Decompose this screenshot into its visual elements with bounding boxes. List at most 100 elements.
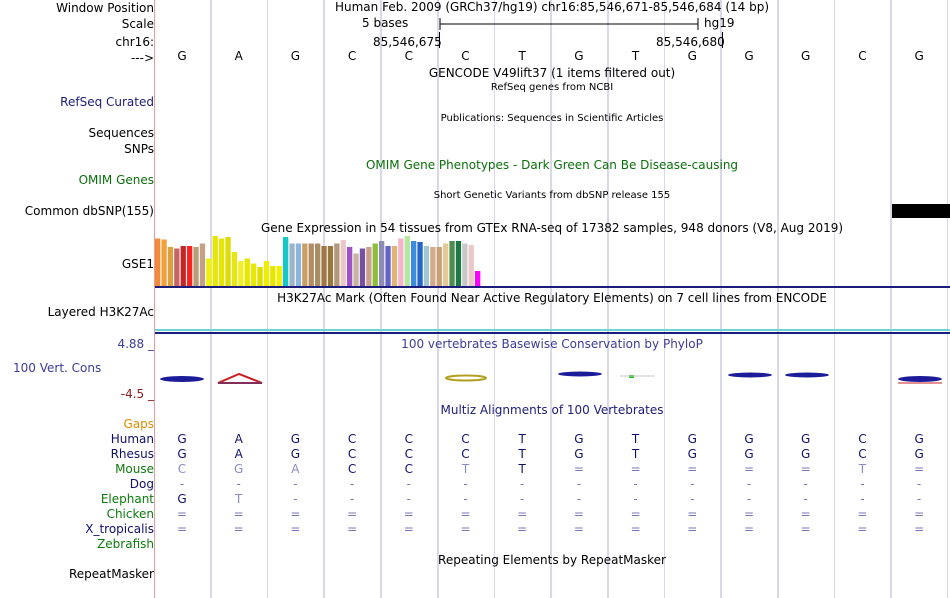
dbsnp-track-title[interactable]: Short Genetic Variants from dbSNP releas… (433, 190, 671, 201)
alignment-base: = (290, 522, 301, 536)
alignment-base: C (461, 447, 470, 461)
alignment-base: - (860, 492, 865, 506)
ruler-tick-label-1: 85,546,675 (373, 35, 442, 49)
strand-label: ---> (130, 51, 154, 65)
phylop-logo-a2 (217, 372, 263, 384)
gtex-tissue-bar (321, 246, 327, 286)
alignment-base: A (291, 462, 300, 476)
gencode-track-title[interactable]: GENCODE V49lift37 (1 items filtered out) (428, 66, 676, 80)
vert-cons-label[interactable]: 100 Vert. Cons (13, 361, 102, 375)
phylop-track-title[interactable]: 100 vertebrates Basewise Conservation by… (401, 337, 703, 351)
window-position-text: Human Feb. 2009 (GRCh37/hg19) chr16:85,5… (334, 0, 770, 14)
refseq-curated-label[interactable]: RefSeq Curated (60, 95, 154, 109)
repeatmasker-track-title[interactable]: Repeating Elements by RepeatMasker (438, 553, 666, 567)
ruler-tick-2 (722, 32, 723, 48)
alignment-base: = (517, 522, 528, 536)
ruler-tick-1 (439, 32, 440, 48)
species-label[interactable]: Dog (129, 477, 154, 491)
h3k27ac-baseline (155, 332, 950, 334)
gse1-label[interactable]: GSE1 (121, 257, 154, 271)
scale-label: Scale (121, 17, 154, 31)
base-letter: C (347, 49, 357, 63)
gtex-tissue-bar (155, 238, 161, 286)
gtex-tissue-bar (353, 253, 359, 286)
alignment-base: = (347, 522, 358, 536)
alignment-base: A (234, 432, 243, 446)
omim-track-title[interactable]: OMIM Gene Phenotypes - Dark Green Can Be… (365, 158, 739, 172)
gtex-bar-chart[interactable] (155, 236, 555, 288)
base-letter: G (687, 49, 697, 63)
window-position-label: Window Position (56, 1, 154, 15)
publications-track-title[interactable]: Publications: Sequences in Scientific Ar… (440, 113, 664, 124)
scale-right-text: hg19 (704, 16, 735, 30)
gtex-tissue-bar (180, 246, 186, 286)
alignment-base: = (573, 507, 584, 521)
omim-genes-label[interactable]: OMIM Genes (78, 173, 154, 187)
base-letter: C (858, 49, 867, 63)
phylop-logo-track (160, 371, 942, 384)
chrom-label: chr16: (115, 35, 154, 49)
common-dbsnp-label[interactable]: Common dbSNP(155) (24, 204, 154, 218)
alignment-base: G (801, 432, 811, 446)
alignment-base: - (690, 492, 695, 506)
species-label[interactable]: Rhesus (110, 447, 154, 461)
alignment-base: - (860, 477, 865, 491)
alignment-base: C (858, 447, 867, 461)
alignment-base: = (573, 522, 584, 536)
alignment-base: G (574, 447, 584, 461)
alignment-base: = (403, 507, 414, 521)
species-label[interactable]: Elephant (100, 492, 154, 506)
alignment-base: = (290, 507, 301, 521)
gtex-tissue-bar (417, 242, 423, 286)
species-label[interactable]: Mouse (115, 462, 154, 476)
base-letter: T (518, 49, 526, 63)
species-label[interactable]: X_tropicalis (85, 522, 154, 536)
gtex-tissue-bar (423, 246, 430, 286)
species-label[interactable]: Zebrafish (97, 537, 154, 551)
gtex-tissue-bar (340, 240, 346, 286)
alignment-base: G (914, 447, 924, 461)
multiz-track-title[interactable]: Multiz Alignments of 100 Vertebrates (440, 403, 664, 417)
layered-h3k27ac-label[interactable]: Layered H3K27Ac (47, 305, 154, 319)
alignment-base: - (293, 477, 298, 491)
gtex-track-title[interactable]: Gene Expression in 54 tissues from GTEx … (260, 221, 844, 235)
alignment-base: - (746, 492, 752, 506)
alignment-base: C (858, 432, 867, 446)
alignment-base: = (176, 522, 188, 536)
gtex-tissue-bar (263, 261, 270, 286)
alignment-base: G (687, 432, 697, 446)
dbsnp-feature[interactable] (892, 204, 950, 218)
alignment-base: = (800, 462, 811, 476)
alignment-base: - (633, 477, 638, 491)
refseq-track-title[interactable]: RefSeq genes from NCBI (490, 82, 614, 93)
alignment-base: = (460, 507, 471, 521)
alignment-base: = (687, 462, 698, 476)
species-label[interactable]: Human (110, 432, 154, 446)
snps-label[interactable]: SNPs (124, 142, 154, 156)
h3k27ac-track-title[interactable]: H3K27Ac Mark (Often Found Near Active Re… (277, 291, 827, 305)
base-letter: G (290, 49, 301, 63)
species-label[interactable]: Chicken (106, 507, 154, 521)
gtex-tissue-bar (231, 252, 238, 286)
alignment-base: = (800, 522, 811, 536)
gaps-label[interactable]: Gaps (123, 417, 154, 431)
alignment-base: - (406, 477, 411, 491)
alignment-base: = (687, 522, 698, 536)
repeatmasker-label[interactable]: RepeatMasker (68, 567, 154, 581)
alignment-base: - (576, 492, 582, 506)
alignment-base: T (461, 462, 470, 476)
alignment-base: G (290, 432, 301, 446)
alignment-base: = (857, 507, 868, 521)
gtex-tissue-bar (219, 238, 225, 286)
alignment-base: - (349, 492, 355, 506)
gtex-tissue-bar (430, 247, 436, 286)
gtex-tissue-bar (206, 258, 212, 286)
sequences-label[interactable]: Sequences (88, 126, 154, 140)
phylop-min-label: -4.5 _ (120, 387, 154, 401)
gtex-tissue-bar (475, 271, 481, 286)
alignment-base: G (574, 432, 584, 446)
alignment-base: - (236, 477, 241, 491)
alignment-base: - (520, 477, 525, 491)
alignment-base: = (630, 522, 641, 536)
gtex-tissue-bar (199, 243, 206, 286)
